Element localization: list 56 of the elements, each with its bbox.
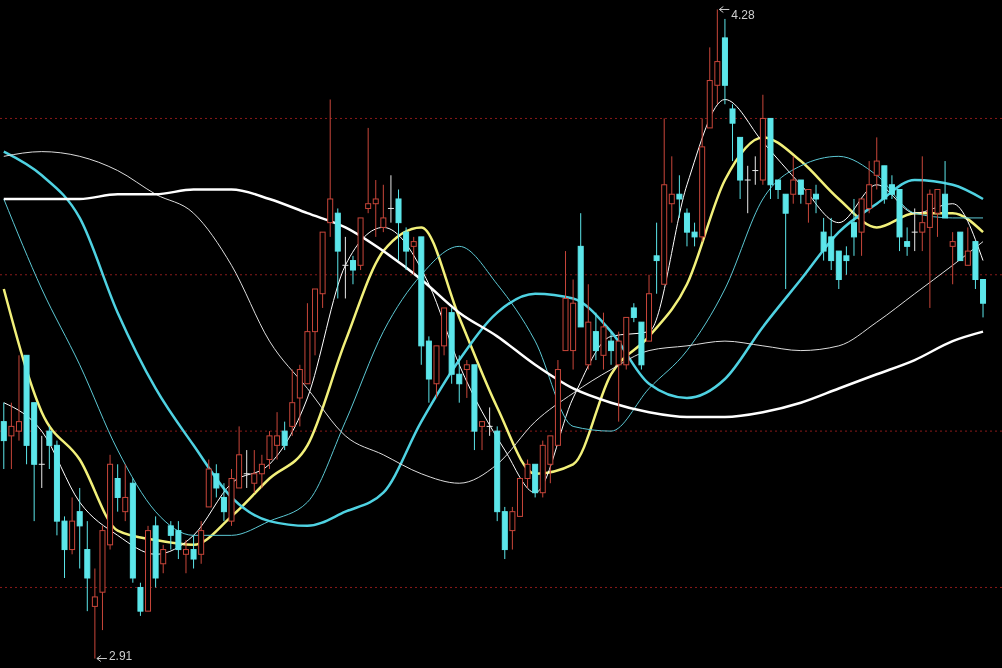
candlestick [486, 406, 494, 437]
candlestick [380, 184, 387, 233]
candlestick [813, 184, 820, 214]
candlestick [122, 463, 129, 522]
candlestick [668, 155, 675, 224]
candlestick [805, 189, 812, 224]
candlestick [114, 463, 121, 513]
candlestick [243, 449, 251, 489]
candlestick [281, 421, 288, 451]
candlestick [630, 302, 637, 323]
candlestick [949, 231, 956, 285]
candlestick [751, 155, 759, 186]
candlestick [289, 369, 296, 437]
candlestick [258, 454, 265, 489]
candlestick [137, 582, 144, 617]
candlestick [160, 544, 167, 574]
candlestick [850, 198, 857, 257]
candlestick [942, 160, 949, 219]
candlestick [964, 226, 971, 266]
candlestick [0, 402, 7, 470]
candlestick [873, 136, 880, 190]
candlestick [182, 539, 189, 574]
candlestick [387, 174, 395, 224]
candlestick [904, 226, 911, 257]
candlestick [213, 463, 220, 498]
candlestick [410, 236, 417, 276]
candlestick [790, 155, 797, 205]
candlestick [372, 179, 379, 238]
candlestick [729, 103, 736, 162]
candlestick [911, 207, 919, 252]
candlestick [76, 487, 83, 570]
candlestick [782, 193, 789, 290]
candlestick [463, 359, 470, 399]
annotation: 2.91 [108, 648, 133, 663]
candlestick [919, 155, 926, 252]
candlestick [220, 482, 227, 522]
candlestick [327, 98, 334, 238]
candlestick [341, 236, 349, 299]
candlestick [365, 127, 372, 214]
candlestick [251, 449, 258, 494]
candlestick [190, 534, 197, 570]
candlestick [797, 179, 804, 205]
candlestick [91, 568, 98, 660]
annotation: 4.28 [731, 7, 756, 22]
candlestick [676, 174, 683, 219]
candlestick [479, 421, 486, 451]
candlestick [38, 435, 46, 489]
candlestick [46, 425, 53, 470]
candlestick [198, 520, 205, 565]
candlestick [744, 165, 752, 214]
candlestick [403, 226, 410, 271]
candlestick [349, 255, 356, 285]
candlestick [653, 222, 660, 295]
candlestick [395, 189, 402, 262]
candlestick [608, 331, 615, 366]
candlestick [592, 312, 599, 361]
